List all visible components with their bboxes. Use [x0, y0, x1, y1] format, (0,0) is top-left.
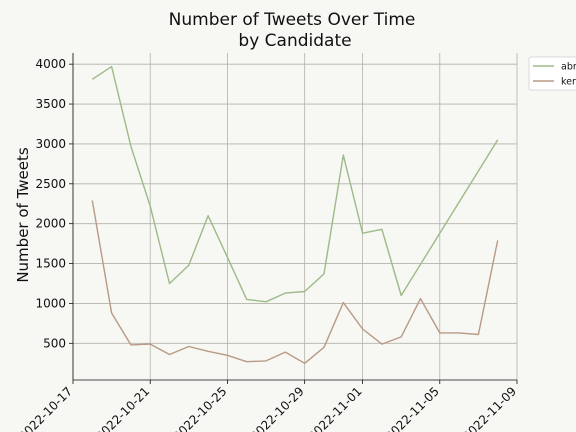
- legend-label-ker: ker: [561, 77, 576, 88]
- legend-box: [528, 56, 576, 91]
- x-tick-label: 2022-11-05: [383, 384, 442, 432]
- y-tick-label: 1000: [35, 296, 66, 310]
- y-tick-label: 3500: [35, 97, 66, 111]
- series-lines: [91, 65, 499, 364]
- y-tick-label: 2500: [35, 177, 66, 191]
- series-line-abr: [91, 65, 499, 303]
- chart-title: Number of Tweets Over Time: [169, 10, 416, 30]
- x-tick-label: 2022-10-17: [16, 384, 75, 432]
- y-tick-label: 2000: [35, 217, 66, 231]
- y-tick-label: 3000: [35, 137, 66, 151]
- legend-label-abr: abr: [561, 62, 576, 73]
- y-tick-label: 4000: [35, 57, 66, 71]
- x-tick-label: 2022-10-21: [93, 384, 152, 432]
- legend: abr ker: [528, 56, 576, 91]
- y-axis-label: Number of Tweets: [14, 147, 32, 283]
- ticks: 500 1000 1500 2000 2500 3000 3500 4000 2022-10-1…: [16, 57, 519, 432]
- chart-subtitle: by Candidate: [238, 31, 351, 51]
- y-tick-label: 500: [43, 336, 66, 350]
- y-tick-label: 1500: [35, 257, 66, 271]
- grid: [72, 53, 518, 380]
- x-tick-label: 2022-11-01: [305, 384, 364, 432]
- x-tick-label: 2022-10-25: [170, 384, 229, 432]
- series-line-ker: [91, 200, 499, 364]
- x-tick-label: 2022-10-29: [248, 384, 307, 432]
- axes: [72, 53, 517, 381]
- x-tick-label: 2022-11-09: [460, 384, 519, 432]
